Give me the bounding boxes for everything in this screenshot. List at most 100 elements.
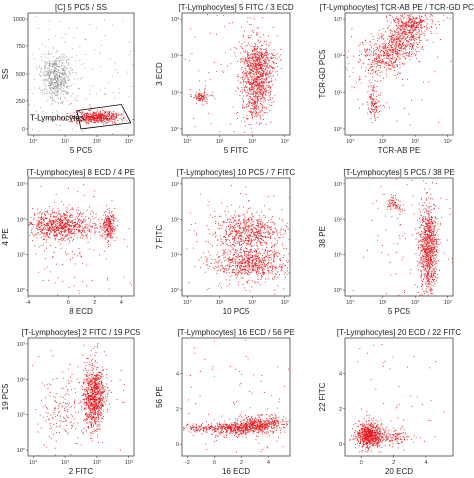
event-dot bbox=[236, 48, 238, 50]
event-dot bbox=[256, 108, 258, 110]
event-dot bbox=[47, 227, 49, 229]
event-dot bbox=[421, 20, 423, 22]
event-dot bbox=[50, 87, 52, 89]
event-dot bbox=[99, 119, 101, 121]
event-dot bbox=[258, 82, 260, 84]
event-dot bbox=[44, 213, 45, 215]
event-dot bbox=[249, 108, 251, 110]
event-dot bbox=[377, 40, 378, 42]
event-dot bbox=[79, 293, 81, 294]
event-dot bbox=[75, 222, 76, 224]
event-dot bbox=[112, 120, 114, 122]
event-dot bbox=[87, 229, 88, 231]
event-dot bbox=[126, 120, 128, 122]
event-dot bbox=[83, 113, 85, 115]
event-dot bbox=[419, 40, 421, 41]
event-dot bbox=[382, 28, 384, 30]
event-dot bbox=[397, 49, 398, 50]
event-dot bbox=[108, 118, 110, 120]
event-dot bbox=[33, 224, 35, 225]
event-dot bbox=[245, 106, 247, 107]
event-dot bbox=[69, 103, 71, 105]
event-dot bbox=[209, 32, 211, 34]
event-dot bbox=[44, 235, 46, 237]
event-dot bbox=[107, 233, 108, 234]
event-dot bbox=[429, 15, 431, 17]
event-dot bbox=[101, 108, 103, 110]
event-dot bbox=[112, 118, 113, 120]
event-dot bbox=[254, 67, 256, 69]
event-dot bbox=[78, 226, 80, 227]
event-dot bbox=[255, 82, 257, 83]
event-dot bbox=[380, 50, 382, 52]
event-dot bbox=[55, 194, 57, 195]
event-dot bbox=[54, 212, 56, 214]
event-dot bbox=[391, 64, 393, 66]
event-dot bbox=[252, 53, 254, 55]
event-dot bbox=[268, 82, 269, 84]
event-dot bbox=[101, 235, 103, 236]
event-dot bbox=[240, 249, 242, 251]
event-dot bbox=[411, 19, 413, 21]
event-dot bbox=[51, 79, 53, 80]
event-dot bbox=[260, 93, 262, 95]
event-dot bbox=[216, 33, 217, 35]
event-dot bbox=[244, 90, 246, 92]
event-dot bbox=[111, 216, 113, 218]
event-dot bbox=[410, 26, 412, 27]
event-dot bbox=[414, 33, 416, 35]
event-dot bbox=[108, 221, 110, 222]
event-dot bbox=[69, 215, 71, 217]
event-dot bbox=[383, 47, 385, 49]
event-dot bbox=[73, 99, 75, 101]
event-dot bbox=[257, 112, 259, 114]
event-dot bbox=[190, 28, 192, 30]
panel-title: [C] 5 PC5 / SS bbox=[55, 3, 107, 12]
event-dot bbox=[368, 59, 369, 60]
event-dot bbox=[114, 116, 116, 118]
event-dot bbox=[81, 232, 82, 234]
event-dot bbox=[399, 35, 401, 37]
event-dot bbox=[257, 98, 259, 100]
event-dot bbox=[264, 48, 266, 50]
event-dot bbox=[411, 24, 413, 26]
event-dot bbox=[249, 87, 251, 89]
event-dot bbox=[66, 68, 68, 69]
event-dot bbox=[198, 100, 200, 101]
event-dot bbox=[404, 44, 406, 46]
event-dot bbox=[91, 210, 93, 212]
event-dot bbox=[262, 92, 264, 94]
event-dot bbox=[59, 220, 61, 222]
event-dot bbox=[374, 58, 376, 60]
event-dot bbox=[260, 75, 262, 77]
event-dot bbox=[257, 84, 258, 86]
event-dot bbox=[216, 15, 218, 17]
event-dot bbox=[35, 253, 37, 255]
event-dot bbox=[54, 62, 56, 64]
event-dot bbox=[431, 21, 433, 23]
event-dot bbox=[262, 94, 264, 96]
event-dot bbox=[110, 230, 112, 232]
event-dot bbox=[90, 213, 91, 215]
event-dot bbox=[62, 56, 64, 58]
event-dot bbox=[65, 219, 67, 221]
event-dot bbox=[233, 236, 235, 238]
event-dot bbox=[108, 218, 110, 220]
event-dot bbox=[52, 208, 54, 210]
event-dot bbox=[80, 256, 82, 258]
event-dot bbox=[253, 71, 255, 73]
event-dot bbox=[58, 79, 60, 81]
event-dot bbox=[64, 223, 66, 225]
event-dot bbox=[110, 120, 112, 122]
event-dot bbox=[405, 46, 407, 48]
event-dot bbox=[115, 117, 117, 119]
event-dot bbox=[89, 223, 90, 225]
x-tick-label: 10¹ bbox=[379, 139, 387, 145]
event-dot bbox=[42, 228, 44, 230]
event-dot bbox=[259, 83, 260, 85]
event-dot bbox=[403, 48, 405, 49]
event-dot bbox=[71, 121, 73, 123]
event-dot bbox=[408, 113, 410, 115]
event-dot bbox=[374, 60, 375, 62]
event-dot bbox=[53, 222, 55, 224]
